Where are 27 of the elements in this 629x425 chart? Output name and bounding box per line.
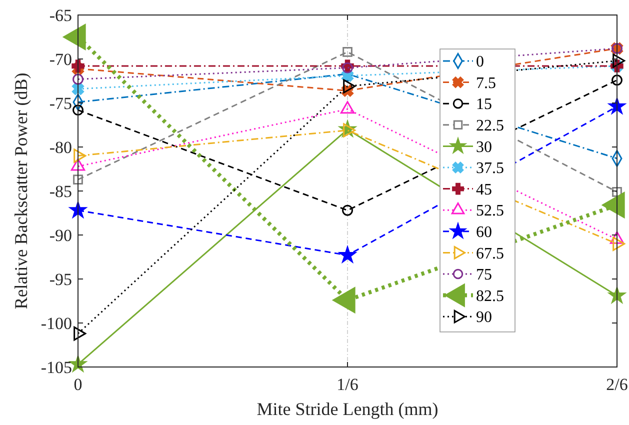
x-tick-label: 0 [74, 375, 82, 394]
y-tick-label: -80 [49, 138, 72, 157]
legend-label: 0 [476, 54, 484, 71]
y-tick-label: -75 [49, 94, 72, 113]
legend-label: 22.5 [476, 118, 504, 134]
legend-label: 45 [476, 181, 492, 198]
legend-label: 82.5 [476, 288, 504, 305]
legend-label: 37.5 [476, 160, 504, 178]
x-tick-label: 1/6 [336, 375, 358, 394]
y-tick-label: -95 [49, 270, 72, 289]
legend-label: 75 [476, 266, 492, 284]
y-tick-label: -65 [49, 6, 72, 25]
legend-label: 30 [476, 138, 492, 156]
legend-label: 15 [476, 96, 492, 114]
y-tick-label: -100 [40, 314, 72, 333]
legend-label: 52.5 [476, 202, 504, 220]
legend-label: 90 [476, 309, 492, 326]
y-axis-title: Relative Backscatter Power (dB) [11, 72, 31, 310]
legend-label: 7.5 [476, 74, 496, 92]
legend-label: 60 [476, 224, 492, 241]
x-tick-label: 2/6 [606, 375, 628, 394]
y-tick-label: -90 [49, 226, 72, 245]
x-axis-title: Mite Stride Length (mm) [256, 399, 438, 419]
legend-label: 67.5 [476, 245, 504, 262]
y-tick-label: -85 [49, 182, 72, 201]
y-tick-label: -70 [49, 50, 72, 69]
y-tick-label: -105 [40, 358, 72, 377]
